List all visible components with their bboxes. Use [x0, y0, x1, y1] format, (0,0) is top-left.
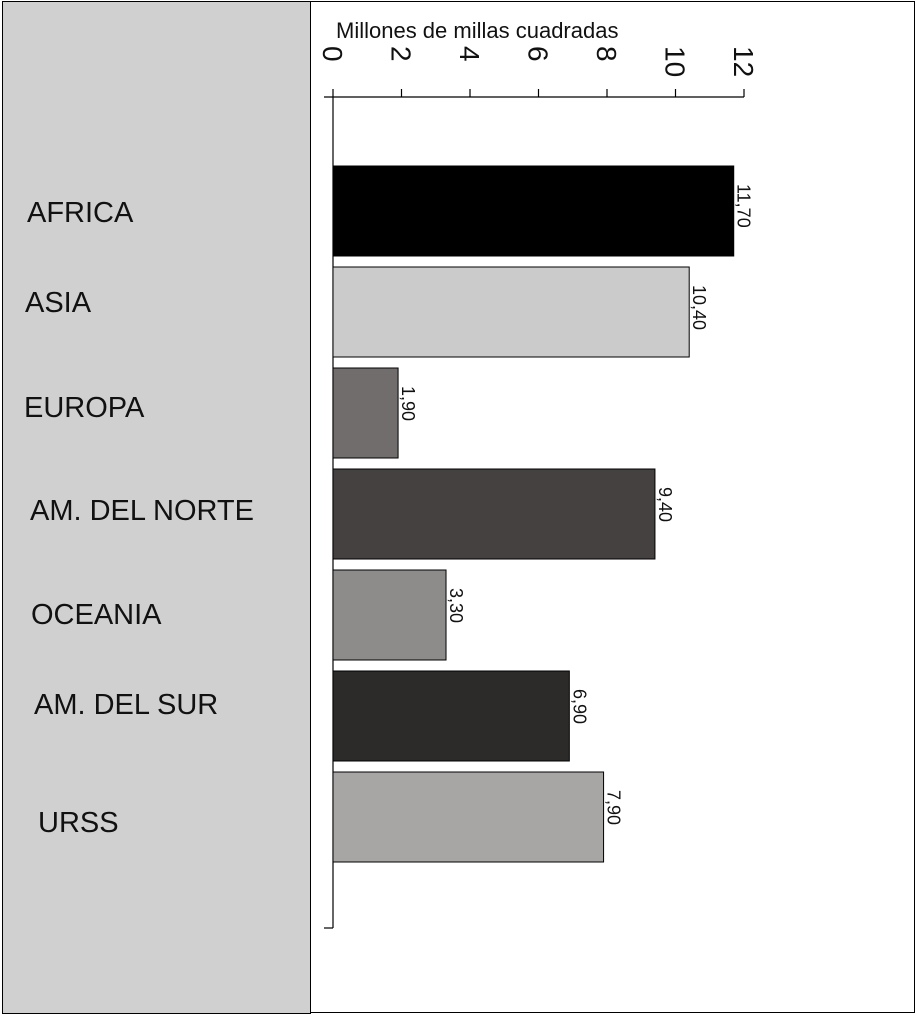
- x-tick-label: 4: [454, 46, 485, 62]
- bar-data-label: 1,90: [398, 386, 418, 421]
- bar-urss: [332, 771, 605, 863]
- x-tick-label: 8: [591, 46, 622, 62]
- bar-data-label: 7,90: [604, 790, 624, 825]
- bar-data-label: 3,30: [446, 588, 466, 623]
- bar-africa: [332, 165, 735, 257]
- bar-data-label: 11,70: [734, 184, 754, 228]
- bar-data-label: 9,40: [655, 487, 675, 522]
- x-axis-title: Millones de millas cuadradas: [336, 18, 618, 43]
- bar-data-label: 6,90: [569, 689, 589, 724]
- category-label-africa: AFRICA: [27, 197, 134, 229]
- x-tick-label: 10: [660, 46, 691, 77]
- bars: 11,70 10,40 1,90 9,40 3,30 6,90 7,90: [332, 165, 754, 863]
- category-label-urss: URSS: [38, 807, 119, 839]
- bar-asia: [332, 266, 690, 358]
- bar-am-del-sur: [332, 670, 570, 762]
- bar-am-del-norte: [332, 468, 656, 560]
- bar-data-label: 10,40: [689, 285, 709, 330]
- x-tick-label: 0: [317, 46, 348, 62]
- category-label-oceania: OCEANIA: [31, 599, 162, 631]
- category-label-am-del-norte: AM. DEL NORTE: [30, 495, 254, 527]
- category-label-am-del-sur: AM. DEL SUR: [34, 689, 219, 721]
- category-label-europa: EUROPA: [24, 392, 145, 424]
- x-tick-label: 6: [523, 46, 554, 62]
- category-label-panel: AFRICA ASIA EUROPA AM. DEL NORTE OCEANIA…: [2, 1, 311, 1014]
- x-tick-label: 12: [728, 46, 759, 77]
- bar-europa: [332, 367, 399, 459]
- plot-area: [310, 1, 915, 1013]
- x-tick-label: 2: [386, 46, 417, 62]
- category-label-asia: ASIA: [25, 287, 92, 319]
- bar-oceania: [332, 569, 447, 661]
